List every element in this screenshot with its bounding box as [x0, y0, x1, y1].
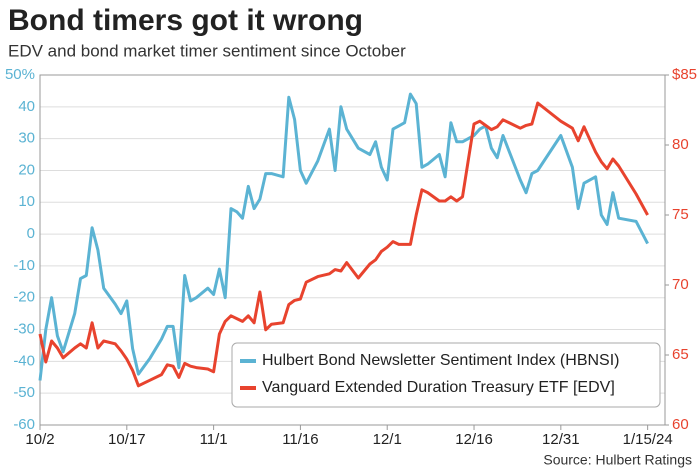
y2-tick-label: 70: [672, 276, 689, 293]
y-tick-label: 50%: [5, 66, 35, 83]
y-tick-label: 20: [18, 161, 35, 178]
x-tick-label: 12/1: [373, 431, 402, 448]
y2-tick-label: 80: [672, 136, 689, 153]
legend-label: Vanguard Extended Duration Treasury ETF …: [262, 379, 615, 396]
y2-tick-label: 60: [672, 416, 689, 433]
chart-title: Bond timers got it wrong: [8, 4, 363, 37]
series-line: [38, 101, 649, 388]
x-tick-label: 11/16: [282, 431, 318, 448]
y-tick-label: -60: [13, 416, 35, 433]
series-line: [38, 92, 649, 381]
y2-tick-label: $85: [672, 66, 697, 83]
y2-tick-label: 65: [672, 346, 689, 363]
y-tick-label: -10: [13, 257, 35, 274]
x-tick-label: 10/2: [25, 431, 54, 448]
y-tick-label: 30: [18, 130, 35, 147]
legend-label: Hulbert Bond Newsletter Sentiment Index …: [262, 352, 619, 369]
x-tick-label: 11/1: [200, 431, 228, 448]
legend-box: [231, 342, 661, 408]
x-tick-label: 12/16: [455, 431, 493, 448]
y-tick-label: 0: [27, 225, 35, 242]
y-tick-label: -20: [13, 289, 35, 306]
x-tick-label: 10/17: [108, 431, 146, 448]
chart-subtitle: EDV and bond market timer sentiment sinc…: [8, 41, 406, 60]
y-tick-label: -50: [13, 384, 35, 401]
y-tick-label: -40: [13, 352, 35, 369]
y-tick-label: 40: [18, 98, 35, 115]
source: Source: Hulbert Ratings: [543, 452, 692, 468]
y2-tick-label: 75: [672, 206, 689, 223]
x-tick-label: 1/15/24: [623, 431, 673, 448]
x-tick-label: 12/31: [542, 431, 580, 448]
y-tick-label: -30: [13, 321, 35, 338]
y-tick-label: 10: [18, 193, 35, 210]
plot-frame: [39, 74, 666, 426]
